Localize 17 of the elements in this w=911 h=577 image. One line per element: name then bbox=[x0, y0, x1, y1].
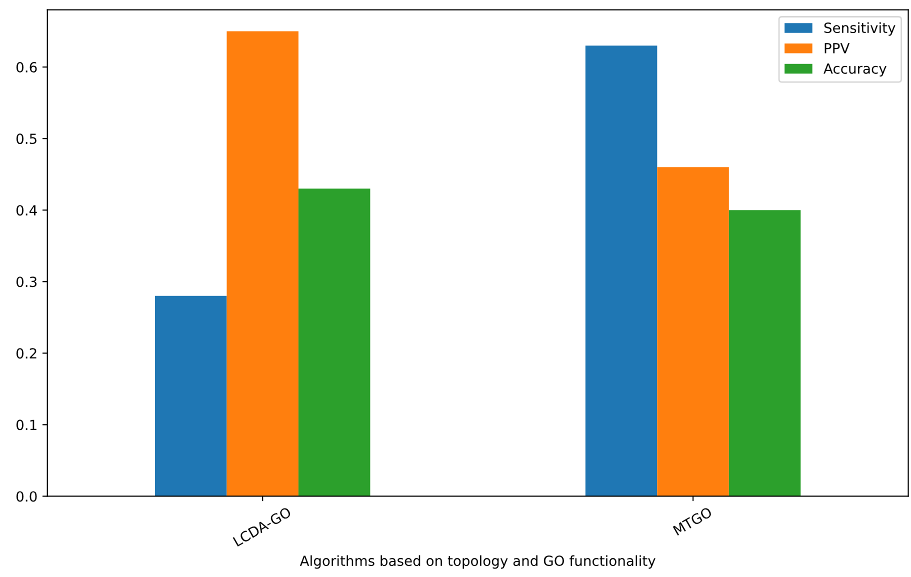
legend-label: PPV bbox=[824, 43, 850, 54]
y-tick-label: 0.4 bbox=[16, 205, 37, 216]
legend-label: Accuracy bbox=[824, 64, 886, 77]
y-tick-label: 0.1 bbox=[16, 420, 36, 430]
bar bbox=[154, 296, 227, 496]
bar bbox=[728, 210, 801, 496]
y-tick-label: 0.0 bbox=[16, 491, 37, 502]
bar bbox=[226, 31, 298, 496]
legend-label: Sensitivity bbox=[824, 22, 896, 36]
y-tick-label: 0.2 bbox=[16, 348, 36, 359]
y-tick-label: 0.6 bbox=[16, 62, 37, 73]
bar bbox=[657, 167, 729, 496]
x-axis-title: Algorithms based on topology and GO functionality bbox=[300, 555, 656, 569]
bar bbox=[298, 188, 370, 496]
y-tick-label: 0.5 bbox=[16, 134, 36, 144]
y-tick-label: 0.3 bbox=[16, 276, 37, 288]
bar bbox=[585, 46, 658, 496]
